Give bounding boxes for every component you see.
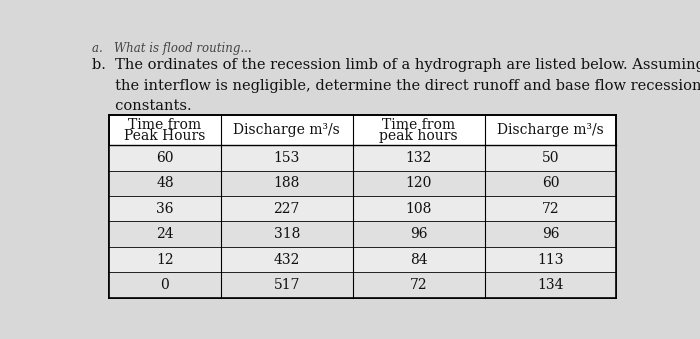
Text: the interflow is negligible, determine the direct runoff and base flow recession: the interflow is negligible, determine t… bbox=[92, 79, 700, 93]
Text: 12: 12 bbox=[156, 253, 174, 266]
Text: 96: 96 bbox=[542, 227, 559, 241]
Text: 432: 432 bbox=[274, 253, 300, 266]
Text: Time from: Time from bbox=[382, 118, 455, 133]
Text: 72: 72 bbox=[410, 278, 428, 292]
Text: 0: 0 bbox=[160, 278, 169, 292]
Text: Peak Hours: Peak Hours bbox=[125, 129, 206, 143]
Text: b.  The ordinates of the recession limb of a hydrograph are listed below. Assumi: b. The ordinates of the recession limb o… bbox=[92, 58, 700, 72]
Text: 60: 60 bbox=[542, 176, 559, 190]
Text: 84: 84 bbox=[410, 253, 428, 266]
Text: 50: 50 bbox=[542, 151, 559, 165]
Bar bbox=[109, 171, 617, 196]
Text: 72: 72 bbox=[542, 202, 559, 216]
Text: 188: 188 bbox=[274, 176, 300, 190]
Text: 48: 48 bbox=[156, 176, 174, 190]
Text: 120: 120 bbox=[405, 176, 432, 190]
Text: constants.: constants. bbox=[92, 99, 192, 114]
Text: 60: 60 bbox=[156, 151, 174, 165]
Text: Time from: Time from bbox=[128, 118, 202, 133]
Text: 134: 134 bbox=[537, 278, 564, 292]
Text: Discharge m³/s: Discharge m³/s bbox=[497, 123, 604, 137]
Text: 36: 36 bbox=[156, 202, 174, 216]
Text: 517: 517 bbox=[274, 278, 300, 292]
Text: 153: 153 bbox=[274, 151, 300, 165]
Bar bbox=[109, 247, 617, 272]
Text: a.   What is flood routing...: a. What is flood routing... bbox=[92, 42, 251, 55]
Text: Discharge m³/s: Discharge m³/s bbox=[233, 123, 340, 137]
Text: 96: 96 bbox=[410, 227, 428, 241]
Bar bbox=[109, 145, 617, 171]
Text: peak hours: peak hours bbox=[379, 129, 458, 143]
Text: 227: 227 bbox=[274, 202, 300, 216]
Text: 132: 132 bbox=[405, 151, 432, 165]
Text: 113: 113 bbox=[537, 253, 564, 266]
Bar bbox=[109, 272, 617, 298]
Bar bbox=[109, 196, 617, 221]
Bar bbox=[109, 115, 617, 298]
Text: 318: 318 bbox=[274, 227, 300, 241]
Bar bbox=[109, 221, 617, 247]
Text: 24: 24 bbox=[156, 227, 174, 241]
Text: 108: 108 bbox=[405, 202, 432, 216]
